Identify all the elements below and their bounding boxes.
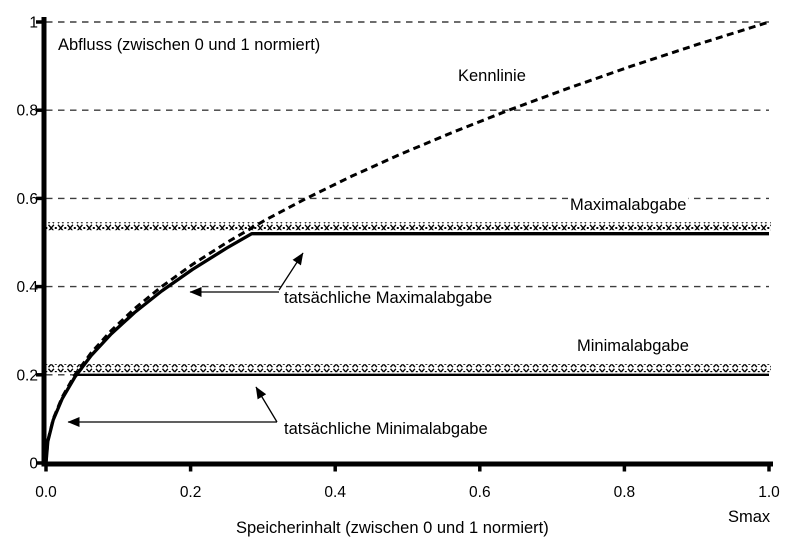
band-maximalabgabe	[43, 222, 771, 231]
series-kennlinie	[44, 20, 770, 464]
band-minimalabgabe	[43, 364, 771, 373]
series-tatsaechliche-minimalabgabe	[44, 373, 769, 464]
series-label-tatsaechliche-maximalabgabe: tatsächliche Maximalabgabe	[282, 289, 495, 307]
series-label-tatsaechliche-minimalabgabe: tatsächliche Minimalabgabe	[282, 420, 490, 438]
x-tick-label: 0.8	[614, 484, 636, 501]
x-axis-title: Speicherinhalt (zwischen 0 und 1 normier…	[236, 519, 549, 537]
y-tick-label: 0.8	[16, 103, 38, 120]
y-axis-title: Abfluss (zwischen 0 und 1 normiert)	[56, 36, 323, 54]
x-tick-label: 1.0	[758, 484, 780, 501]
x-tick-label: 0.6	[469, 484, 491, 501]
x-tick-label: 0.2	[180, 484, 202, 501]
annotation-arrow	[255, 386, 278, 423]
y-tick-label: 0	[29, 456, 38, 473]
y-tick-label: 0.6	[16, 191, 38, 208]
y-tick-label: 0.2	[16, 367, 38, 384]
series-label-minimalabgabe: Minimalabgabe	[575, 337, 691, 355]
x-axis-end-label: Smax	[728, 508, 771, 526]
series-label-maximalabgabe: Maximalabgabe	[568, 196, 689, 214]
y-tick-label: 1	[29, 15, 38, 32]
series-label-kennlinie: Kennlinie	[456, 67, 528, 85]
y-tick-label: 0.4	[16, 279, 38, 296]
x-tick-label: 0.4	[324, 484, 346, 501]
x-tick-label: 0.0	[35, 484, 57, 501]
annotation-arrow	[278, 252, 304, 291]
